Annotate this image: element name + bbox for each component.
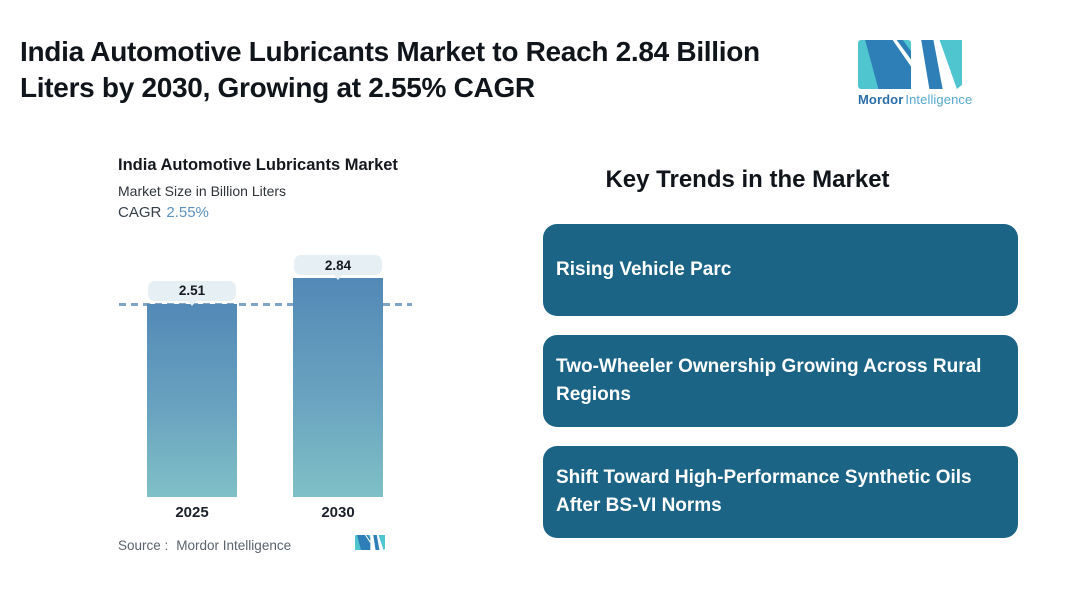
source-attribution: Source : Mordor Intelligence [118,538,291,553]
trend-box-rising-vehicle-parc: Rising Vehicle Parc [543,224,1018,316]
value-label-2025: 2.51 [148,280,236,301]
page-title-line1: India Automotive Lubricants Market to Re… [20,36,760,67]
brand-wordmark: Mordor Intelligence [858,92,972,107]
value-label-pointer [333,274,343,281]
source-value: Mordor Intelligence [176,538,292,553]
cagr-label: CAGR [118,204,162,221]
trend-box-label: Two-Wheeler Ownership Growing Across Rur… [556,356,982,405]
page-title-line2: Liters by 2030, Growing at 2.55% CAGR [20,72,535,103]
chart-cagr: CAGR 2.55% [118,204,209,221]
mordor-intelligence-icon [858,40,962,89]
value-label-2030: 2.84 [294,255,382,276]
trend-box-label: Rising Vehicle Parc [556,259,732,280]
source-label: Source : [118,538,169,553]
x-axis-label-2030: 2030 [321,504,355,521]
trend-box-two-wheeler-ownership: Two-Wheeler Ownership Growing Across Rur… [543,335,1018,427]
mordor-intelligence-mini-icon [355,535,385,550]
trend-box-synthetic-oils: Shift Toward High-Performance Synthetic … [543,446,1018,538]
brand-logo: Mordor Intelligence [858,40,972,107]
page-title: India Automotive Lubricants Market to Re… [20,34,760,106]
value-label-pointer [187,299,197,306]
brand-wordmark-light: Intelligence [905,92,973,107]
source-brand-mark [355,535,385,550]
chart-title: India Automotive Lubricants Market [118,156,398,174]
x-axis-label-2025: 2025 [175,504,209,521]
trends-heading: Key Trends in the Market [605,166,890,193]
trend-box-label: Shift Toward High-Performance Synthetic … [556,467,972,516]
bar-2025 [147,303,237,497]
reference-dashed-line [119,302,412,306]
cagr-value: 2.55% [166,204,209,221]
bar-2030 [293,278,383,497]
chart-subtitle: Market Size in Billion Liters [118,183,287,199]
brand-wordmark-bold: Mordor [858,92,904,107]
